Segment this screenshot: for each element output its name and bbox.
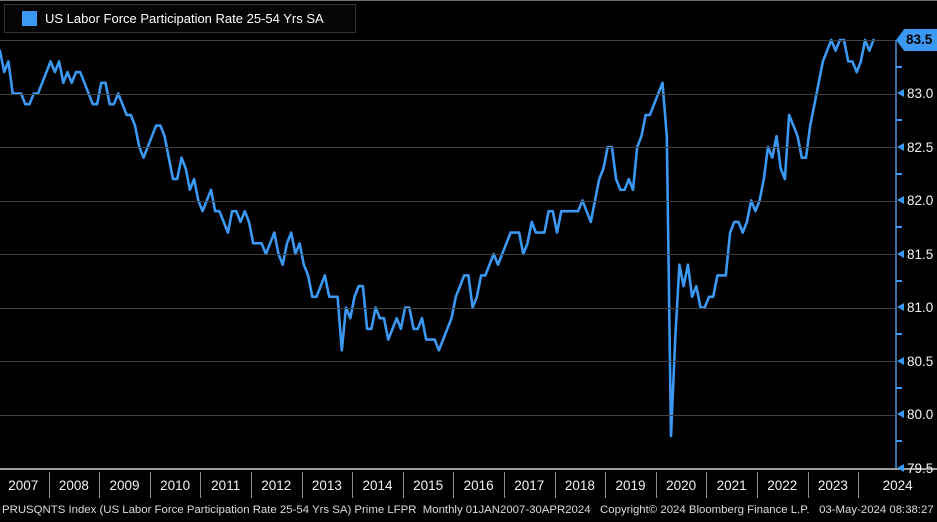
x-year-label: 2017 — [514, 478, 545, 493]
x-year-separator — [554, 472, 556, 498]
x-year-separator — [655, 472, 657, 498]
x-year-label: 2011 — [211, 478, 241, 493]
x-year-separator — [48, 472, 50, 498]
last-value-label: 83.5 — [906, 32, 933, 47]
status-bar: PRUSQNTS Index (US Labor Force Participa… — [2, 504, 934, 516]
y-tick-arrow-icon — [897, 249, 904, 258]
x-year-label: 2022 — [767, 478, 798, 493]
y-tick-arrow-icon — [897, 463, 904, 472]
x-year-separator — [706, 472, 708, 498]
x-year-separator — [605, 472, 607, 498]
x-year-separator — [352, 472, 354, 498]
x-year-label: 2024 — [882, 478, 913, 493]
y-tick-label: 79.5 — [907, 460, 934, 476]
x-year-separator — [251, 472, 252, 498]
x-year-label: 2023 — [817, 478, 848, 493]
h-gridline — [0, 147, 896, 148]
lfpr-line-series — [0, 38, 875, 438]
y-minor-tick — [896, 440, 902, 443]
y-tick-arrow-icon — [897, 303, 904, 311]
h-gridline — [0, 254, 896, 255]
x-year-separator — [453, 472, 455, 498]
x-year-label: 2014 — [362, 478, 393, 493]
y-minor-tick — [896, 172, 902, 175]
y-tick-arrow-icon — [897, 196, 904, 204]
y-tick-label: 81.5 — [907, 246, 934, 262]
x-year-label: 2012 — [261, 478, 292, 493]
x-year-label: 2007 — [8, 478, 39, 493]
x-year-separator — [301, 472, 303, 498]
x-year-separator — [200, 472, 202, 498]
x-year-label: 2020 — [666, 478, 697, 493]
y-minor-tick — [896, 226, 902, 229]
h-gridline — [0, 200, 896, 202]
x-year-separator — [807, 472, 809, 498]
x-year-separator — [504, 472, 505, 498]
last-value-badge: 83.5 — [896, 29, 937, 51]
y-tick-arrow-icon — [897, 356, 904, 365]
y-tick-arrow-icon — [897, 142, 904, 151]
y-axis-line — [895, 40, 897, 468]
y-minor-tick — [896, 333, 902, 336]
x-year-label: 2021 — [716, 478, 747, 493]
x-year-separator — [402, 472, 404, 498]
h-gridline — [0, 361, 896, 362]
y-tick-arrow-icon — [897, 410, 904, 418]
y-tick-label: 83.0 — [907, 86, 934, 101]
x-year-label: 2016 — [463, 478, 494, 493]
x-year-separator — [858, 472, 860, 498]
x-year-label: 2010 — [160, 478, 191, 493]
y-minor-tick — [896, 279, 902, 282]
y-tick-label: 80.0 — [907, 407, 934, 422]
x-year-label: 2015 — [413, 478, 444, 493]
legend-series-label: US Labor Force Participation Rate 25-54 … — [45, 11, 324, 26]
x-year-separator — [99, 472, 101, 498]
x-year-separator — [757, 472, 758, 498]
x-year-label: 2013 — [311, 478, 342, 493]
x-year-label: 2009 — [109, 478, 140, 493]
x-year-label: 2008 — [58, 478, 89, 493]
y-tick-label: 82.0 — [907, 193, 934, 208]
x-year-separator — [149, 472, 151, 498]
h-gridline — [0, 40, 896, 41]
legend-swatch-icon — [22, 11, 37, 26]
y-tick-label: 82.5 — [907, 139, 934, 155]
y-minor-tick — [896, 386, 902, 389]
x-axis-baseline — [0, 467, 937, 470]
y-tick-label: 80.5 — [907, 353, 934, 369]
h-gridline — [0, 307, 896, 309]
y-tick-arrow-icon — [897, 89, 904, 97]
chart-legend[interactable]: US Labor Force Participation Rate 25-54 … — [4, 4, 356, 33]
x-year-label: 2018 — [564, 478, 595, 493]
h-gridline — [0, 414, 896, 416]
h-gridline — [0, 93, 896, 95]
y-tick-label: 81.0 — [907, 300, 934, 315]
x-year-label: 2019 — [615, 478, 646, 493]
y-minor-tick — [896, 119, 902, 122]
y-minor-tick — [896, 65, 902, 68]
